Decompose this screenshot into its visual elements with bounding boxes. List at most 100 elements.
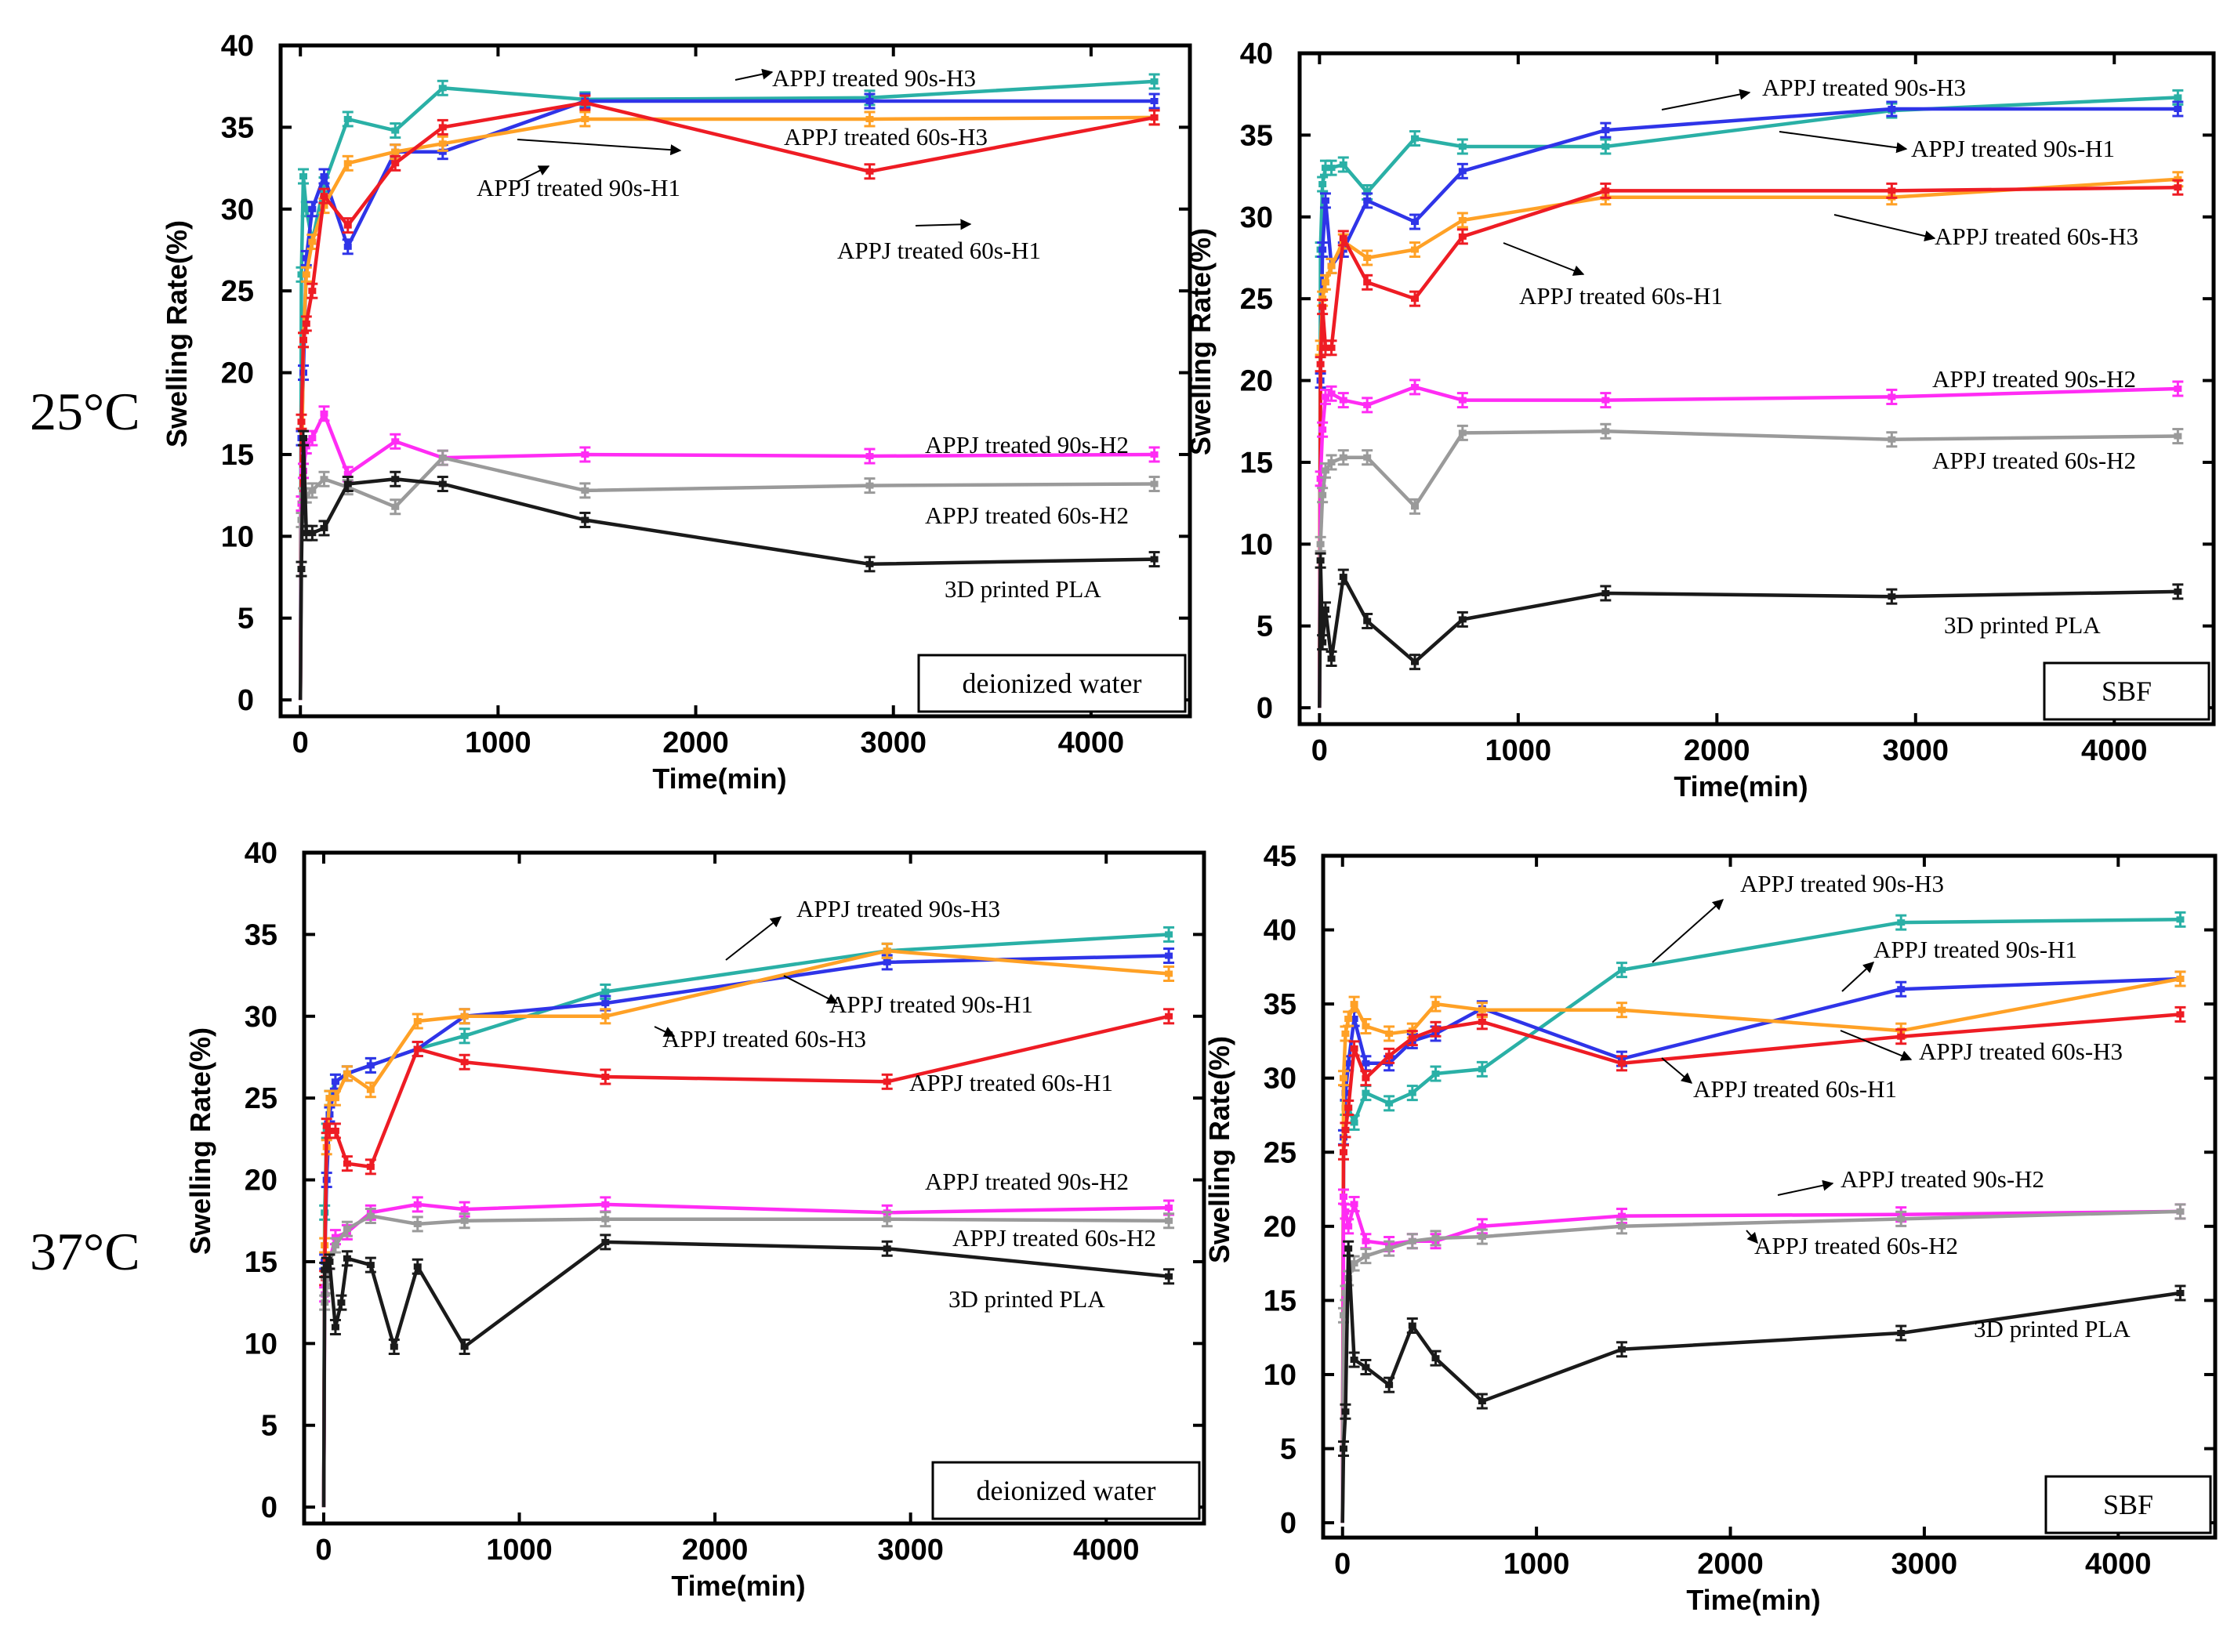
annotation-appj-treated-60s-h1: APPJ treated 60s-H1 bbox=[1693, 1075, 1897, 1103]
y-tick-label: 45 bbox=[1264, 840, 1297, 873]
annotation-arrow bbox=[517, 139, 682, 156]
data-point bbox=[298, 168, 309, 185]
data-point bbox=[1430, 1020, 1442, 1038]
x-tick-label: 3000 bbox=[877, 1534, 944, 1567]
data-point bbox=[329, 1318, 341, 1335]
data-point bbox=[2172, 179, 2184, 196]
data-point bbox=[390, 433, 401, 450]
data-point bbox=[1616, 1055, 1627, 1072]
annotation-appj-treated-60s-h1: APPJ treated 60s-H1 bbox=[837, 237, 1041, 264]
data-point bbox=[1315, 356, 1326, 373]
x-tick-label: 0 bbox=[1311, 734, 1328, 767]
data-point bbox=[2174, 911, 2186, 928]
data-point bbox=[318, 168, 330, 185]
data-point bbox=[1600, 585, 1612, 602]
y-tick-label: 20 bbox=[221, 357, 254, 390]
series-line bbox=[1318, 185, 2178, 708]
data-point bbox=[1409, 241, 1421, 259]
data-point bbox=[390, 154, 401, 172]
data-point bbox=[1406, 1030, 1418, 1047]
data-point bbox=[864, 92, 876, 110]
data-point bbox=[1362, 612, 1373, 629]
y-tick-label: 5 bbox=[1257, 610, 1273, 643]
annotation-appj-treated-90s-h1: APPJ treated 90s-H1 bbox=[1873, 936, 2077, 963]
plot-frame bbox=[278, 43, 1192, 719]
data-point bbox=[1315, 552, 1326, 569]
series-appj-treated-90s-h3 bbox=[319, 926, 1175, 1508]
data-point bbox=[1163, 1008, 1175, 1025]
data-point bbox=[864, 163, 876, 180]
data-point bbox=[342, 238, 354, 255]
y-tick-label: 15 bbox=[221, 439, 254, 472]
x-tick-label: 4000 bbox=[1058, 726, 1125, 759]
y-tick-label: 40 bbox=[1240, 38, 1273, 71]
data-point bbox=[1337, 1440, 1349, 1458]
data-point bbox=[306, 482, 318, 499]
annotation-arrow bbox=[1661, 89, 1751, 110]
y-tick-label: 0 bbox=[261, 1491, 277, 1524]
data-point bbox=[1616, 1341, 1627, 1358]
data-point bbox=[579, 511, 591, 528]
annotation-arrow bbox=[1841, 962, 1875, 992]
y-tick-label: 0 bbox=[1257, 692, 1273, 725]
y-tick-label: 5 bbox=[261, 1410, 277, 1443]
y-tick-label: 15 bbox=[245, 1246, 277, 1279]
annotation-arrow bbox=[1777, 1179, 1834, 1196]
data-point bbox=[1616, 962, 1627, 979]
data-point bbox=[1317, 421, 1329, 438]
data-point bbox=[1616, 1218, 1627, 1235]
medium-label-box bbox=[2043, 661, 2210, 721]
data-point bbox=[864, 447, 876, 465]
data-point bbox=[1148, 476, 1160, 493]
data-point bbox=[1895, 1210, 1907, 1227]
data-point bbox=[364, 1256, 376, 1273]
data-point bbox=[1895, 980, 1907, 998]
data-point bbox=[864, 477, 876, 495]
data-point bbox=[1343, 1100, 1355, 1117]
data-point bbox=[1456, 424, 1468, 441]
data-point bbox=[1343, 1240, 1355, 1257]
data-point bbox=[1340, 1121, 1351, 1139]
y-tick-label: 35 bbox=[221, 111, 254, 144]
data-point bbox=[1343, 1218, 1355, 1235]
data-point bbox=[1317, 487, 1329, 504]
data-point bbox=[1886, 100, 1898, 118]
data-point bbox=[1326, 159, 1337, 176]
y-axis-title: Swelling Rate(%) bbox=[1203, 1036, 1235, 1263]
y-tick-label: 40 bbox=[245, 837, 277, 870]
series-line bbox=[298, 99, 1155, 701]
data-point bbox=[1317, 176, 1329, 193]
data-point bbox=[1456, 138, 1468, 155]
chart-panel-3: 0 1000 2000 3000 4000 0 5 10 15 20 25 30 35 40 Time(mi… bbox=[184, 837, 1206, 1602]
annotation-appj-treated-60s-h1: APPJ treated 60s-H1 bbox=[1519, 282, 1723, 310]
data-point bbox=[1348, 1114, 1360, 1131]
x-tick-label: 2000 bbox=[682, 1534, 749, 1567]
y-tick-label: 10 bbox=[245, 1328, 277, 1360]
data-point bbox=[341, 1220, 353, 1237]
data-point bbox=[1406, 1085, 1418, 1102]
data-point bbox=[1337, 392, 1349, 409]
data-point bbox=[341, 1250, 353, 1267]
x-tick-label: 0 bbox=[1334, 1548, 1351, 1581]
chart-panel-2: 0 1000 2000 3000 4000 0 5 10 15 20 25 30 35 40 Time(mi… bbox=[1184, 38, 2216, 802]
data-point bbox=[1600, 392, 1612, 409]
data-point bbox=[1600, 121, 1612, 139]
annotation-arrow bbox=[1833, 214, 1936, 241]
annotation-3d-printed-pla: 3D printed PLA bbox=[948, 1285, 1105, 1313]
y-tick-label: 20 bbox=[1264, 1211, 1297, 1244]
data-point bbox=[324, 1253, 335, 1270]
data-point bbox=[342, 154, 354, 172]
data-point bbox=[329, 1122, 341, 1139]
temperature-label-37c: 37°C bbox=[30, 1222, 140, 1281]
series-line bbox=[1318, 107, 2178, 708]
series-appj-treated-90s-h1 bbox=[1315, 100, 2184, 708]
data-point bbox=[318, 520, 330, 537]
data-point bbox=[364, 1207, 376, 1224]
y-tick-label: 40 bbox=[221, 30, 254, 63]
data-point bbox=[1895, 914, 1907, 931]
data-point bbox=[1163, 1212, 1175, 1230]
annotation-appj-treated-90s-h1: APPJ treated 90s-H1 bbox=[477, 174, 680, 201]
data-point bbox=[412, 1013, 423, 1030]
data-point bbox=[1337, 230, 1349, 247]
chart-panel-1: 0 1000 2000 3000 4000 0 5 10 15 20 25 30 35 40 Time(mi… bbox=[161, 30, 1192, 795]
